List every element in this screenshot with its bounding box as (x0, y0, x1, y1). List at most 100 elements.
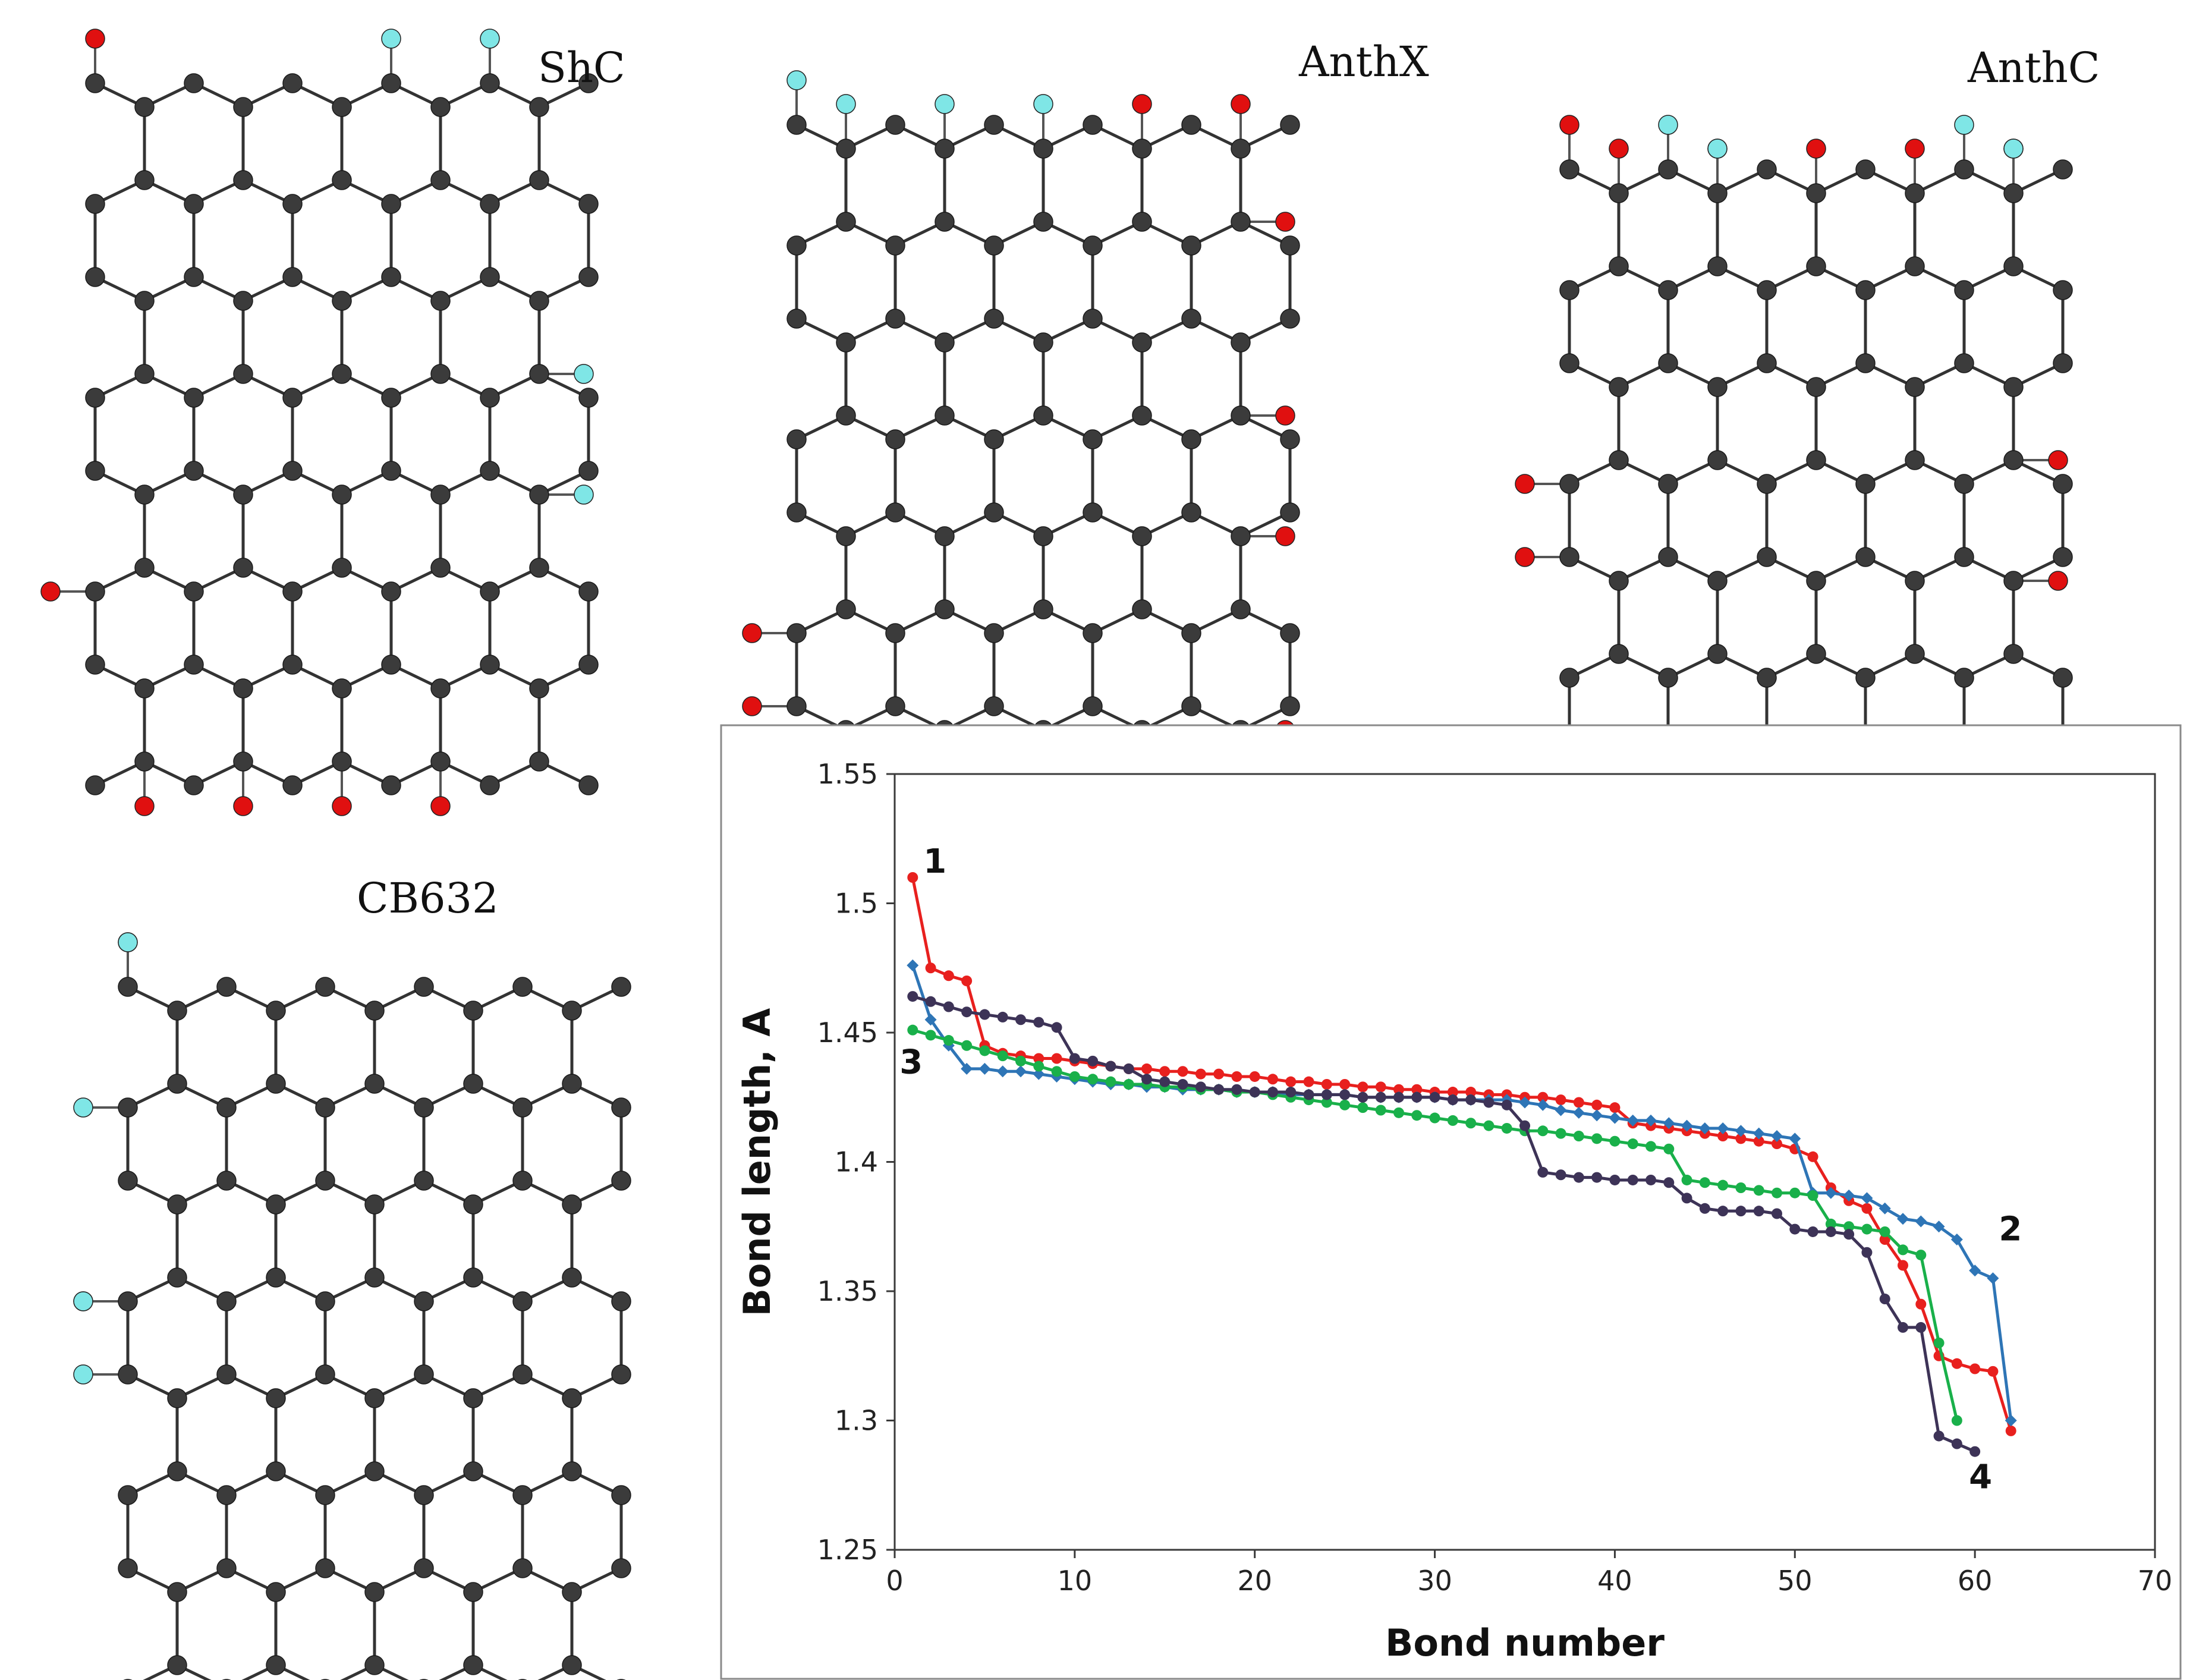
carbon-atom (578, 655, 599, 675)
carbon-atom (480, 388, 500, 408)
carbon-atom (935, 212, 955, 232)
carbon-atom (2053, 547, 2073, 567)
data-point (1861, 1247, 1873, 1258)
carbon-atom (1132, 599, 1152, 619)
oxygen-atom (742, 623, 762, 643)
carbon-atom (578, 267, 599, 287)
data-point (1159, 1066, 1171, 1077)
carbon-atom (1954, 280, 1974, 300)
y-tick-label: 1.4 (835, 1146, 878, 1178)
data-point (1843, 1229, 1855, 1240)
molecule-label-anthx: AnthX (1298, 37, 1429, 86)
carbon-atom (463, 1267, 483, 1288)
data-point (1447, 1087, 1458, 1098)
carbon-atom (1658, 353, 1678, 373)
carbon-atom (984, 309, 1004, 329)
carbon-atom (1757, 547, 1777, 567)
data-point (1537, 1166, 1549, 1178)
carbon-atom (885, 429, 905, 449)
x-tick-label: 40 (1597, 1565, 1632, 1597)
data-point (1105, 1076, 1116, 1087)
carbon-atom (836, 405, 856, 426)
oxygen-atom (1515, 547, 1535, 567)
data-point (1753, 1135, 1764, 1147)
x-axis: 0 10 20 30 40 50 60 70 (886, 1550, 2172, 1597)
carbon-atom (430, 751, 451, 772)
carbon-atom (2003, 256, 2024, 276)
x-tick-label: 70 (2138, 1565, 2173, 1597)
carbon-atom (233, 558, 253, 578)
oxygen-atom (1559, 115, 1580, 135)
carbon-atom (463, 1461, 483, 1481)
carbon-atom (216, 1364, 237, 1385)
carbon-atom (529, 364, 549, 384)
data-point (1879, 1294, 1890, 1305)
carbon-atom (266, 1461, 286, 1481)
carbon-atom (562, 1267, 582, 1288)
data-point (1699, 1203, 1710, 1214)
hydrogen-atom (574, 485, 594, 505)
carbon-atom (1231, 526, 1251, 546)
data-point (1663, 1177, 1675, 1188)
carbon-atom (1181, 429, 1201, 449)
carbon-atom (266, 1388, 286, 1408)
data-point (1789, 1132, 1801, 1145)
data-point (1645, 1174, 1656, 1185)
carbon-atom (1658, 280, 1678, 300)
carbon-atom (332, 751, 352, 772)
data-point (924, 1014, 937, 1026)
carbon-atom (480, 775, 500, 795)
carbon-atom (786, 235, 807, 256)
carbon-atom (1806, 377, 1826, 397)
data-point (1087, 1074, 1099, 1085)
carbon-atom (529, 97, 549, 117)
carbon-atom (1757, 474, 1777, 494)
data-point (1807, 1226, 1818, 1237)
data-point (1303, 1076, 1314, 1087)
data-point (1087, 1055, 1099, 1066)
carbon-atom (1806, 644, 1826, 664)
data-point (1393, 1107, 1404, 1118)
data-point (1717, 1206, 1729, 1217)
carbon-atom (836, 212, 856, 232)
oxygen-atom (332, 796, 352, 816)
carbon-atom (512, 1171, 533, 1191)
carbon-atom (134, 751, 155, 772)
carbon-atom (282, 581, 303, 602)
data-point (1321, 1097, 1332, 1108)
carbon-atom (1132, 139, 1152, 159)
x-tick-label: 20 (1237, 1565, 1272, 1597)
carbon-atom (1132, 332, 1152, 353)
hydrogen-atom (73, 1097, 93, 1118)
oxygen-atom (1275, 212, 1295, 232)
carbon-atom (364, 1582, 385, 1602)
carbon-atom (1707, 377, 1728, 397)
data-point (1950, 1234, 1963, 1245)
data-point (1752, 1127, 1765, 1140)
carbon-atom (2003, 450, 2024, 470)
carbon-atom (1083, 309, 1103, 329)
carbon-atom (85, 655, 105, 675)
carbon-atom (578, 194, 599, 214)
data-point (1015, 1065, 1027, 1078)
data-point (1177, 1079, 1188, 1090)
data-point (1015, 1055, 1026, 1066)
carbon-atom (266, 1267, 286, 1288)
carbon-atom (1280, 502, 1300, 523)
carbon-atom (463, 1582, 483, 1602)
data-point (1051, 1022, 1062, 1033)
data-point (1645, 1114, 1657, 1127)
data-point (1447, 1115, 1458, 1126)
carbon-atom (611, 1097, 631, 1118)
data-point (1033, 1053, 1044, 1064)
data-point (1879, 1226, 1890, 1237)
carbon-atom (364, 1267, 385, 1288)
data-point (1879, 1202, 1891, 1215)
carbon-atom (1855, 547, 1876, 567)
data-point (925, 1030, 936, 1041)
data-point (1465, 1094, 1477, 1106)
carbon-atom (480, 461, 500, 481)
data-point (1771, 1130, 1783, 1142)
carbon-atom (935, 332, 955, 353)
